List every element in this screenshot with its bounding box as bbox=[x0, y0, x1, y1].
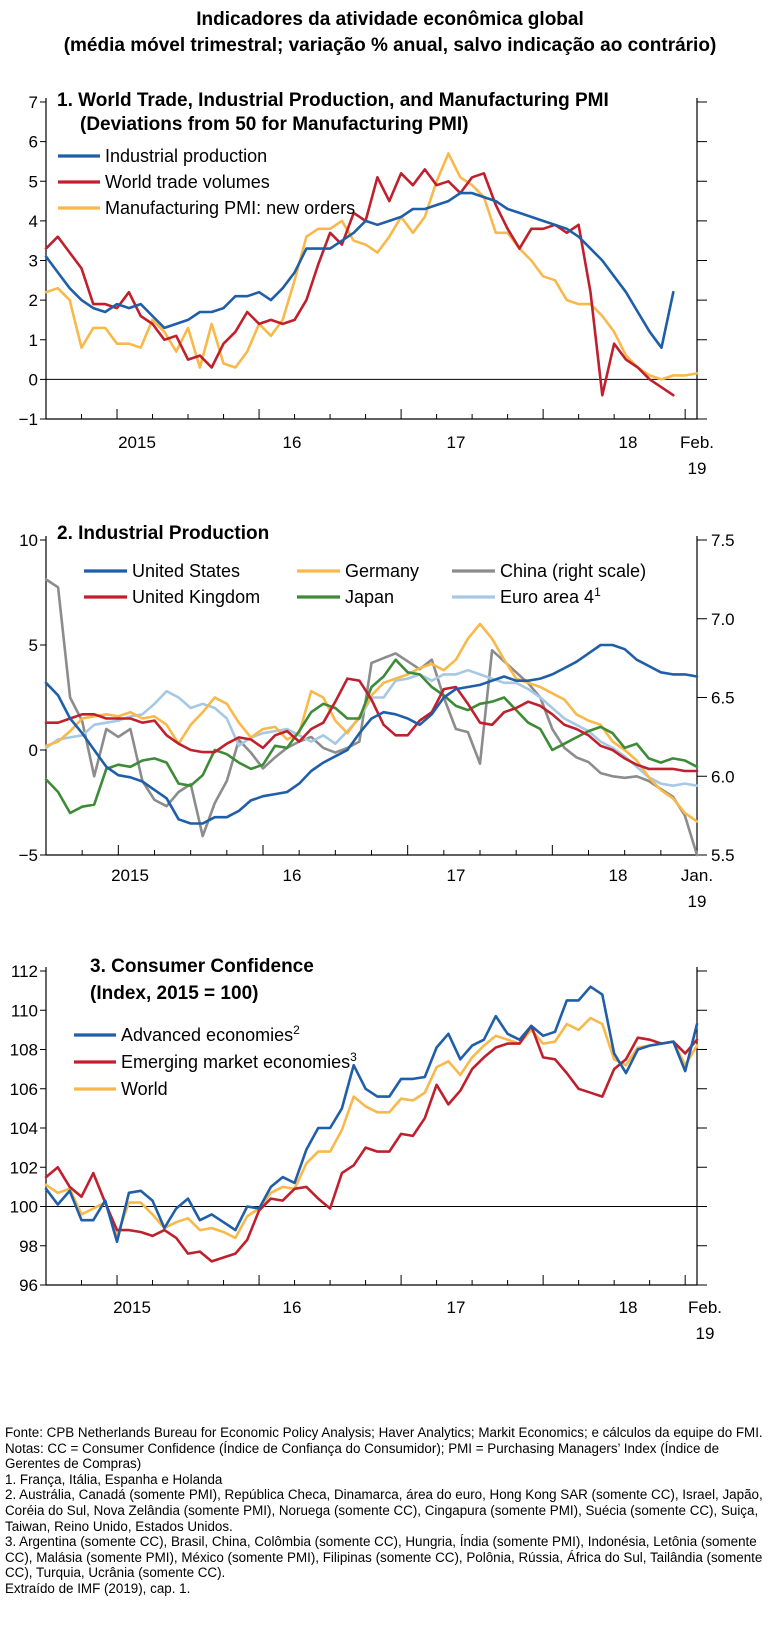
legend-label-1: United Kingdom bbox=[132, 587, 260, 607]
panel-subtitle: (Deviations from 50 for Manufacturing PM… bbox=[80, 114, 468, 135]
panel-title: 1. World Trade, Industrial Production, a… bbox=[57, 90, 609, 111]
series-line-1 bbox=[44, 677, 699, 773]
chart-industrial-production-panel: −5 0 5 10 5.5 6.0 6.5 7.0 7.5 2015 16 17 18 Jan. 19 2. … bbox=[19, 523, 735, 911]
x-tick-label: 2015 bbox=[118, 433, 156, 452]
series-line-3 bbox=[44, 658, 699, 815]
y-tick-label: 106 bbox=[10, 1080, 38, 1099]
x-tick-label: 16 bbox=[283, 866, 302, 885]
y-tick-label: 10 bbox=[19, 531, 38, 550]
extract-note: Extraído de IMF (2019), cap. 1. bbox=[5, 1580, 191, 1596]
y-tick-label: 5 bbox=[29, 172, 38, 191]
x-tick-label: Feb. 19 bbox=[680, 433, 714, 478]
y-tick-label: 6 bbox=[29, 133, 38, 152]
legend-label-1: World trade volumes bbox=[105, 172, 270, 192]
x-tick-label: 17 bbox=[447, 1298, 466, 1317]
x-tick-label: 16 bbox=[283, 1298, 302, 1317]
footnote-3: 3. Argentina (somente CC), Brasil, China… bbox=[5, 1534, 763, 1581]
x-tick-label: 17 bbox=[447, 433, 466, 452]
y-tick-label: 108 bbox=[10, 1041, 38, 1060]
panel-subtitle: (Index, 2015 = 100) bbox=[90, 983, 258, 1004]
legend-label-2: World bbox=[121, 1079, 168, 1099]
y-tick-label: 1 bbox=[29, 331, 38, 350]
y2-tick-label: 7.5 bbox=[711, 531, 735, 550]
legend-label-0: Industrial production bbox=[105, 146, 267, 166]
y-tick-label: 110 bbox=[11, 1001, 38, 1020]
footnote-2: 2. Austrália, Canadá (somente PMI), Repú… bbox=[5, 1487, 763, 1534]
y-tick-label: 0 bbox=[29, 741, 38, 760]
y-tick-label: 2 bbox=[29, 291, 38, 310]
y-tick-label: 102 bbox=[10, 1158, 38, 1177]
x-tick-label: 18 bbox=[619, 433, 638, 452]
x-tick-label: 2015 bbox=[113, 1298, 151, 1317]
x-tick-label: 17 bbox=[447, 866, 466, 885]
y2-tick-label: 6.0 bbox=[711, 767, 735, 786]
series-line-1 bbox=[44, 1024, 699, 1263]
footnote-1: 1. França, Itália, Espanha e Holanda bbox=[5, 1471, 223, 1487]
legend-label-4: China (right scale) bbox=[500, 561, 646, 581]
y-tick-label: 3 bbox=[29, 252, 38, 271]
panel-title: 2. Industrial Production bbox=[57, 523, 269, 544]
source-note: Fonte: CPB Netherlands Bureau for Econom… bbox=[5, 1425, 763, 1440]
figure-title: Indicadores da atividade econômica globa… bbox=[196, 9, 584, 30]
legend-label-5: Euro area 41 bbox=[500, 585, 601, 607]
y-tick-label: 4 bbox=[29, 212, 38, 231]
x-tick-label: Jan. 19 bbox=[681, 866, 713, 911]
y-tick-label: 0 bbox=[29, 370, 38, 389]
legend-label-2: Manufacturing PMI: new orders bbox=[105, 198, 355, 218]
x-tick-label: 18 bbox=[619, 1298, 638, 1317]
y-tick-label: −5 bbox=[19, 846, 38, 865]
y-tick-label: 98 bbox=[19, 1237, 38, 1256]
x-tick-label: 16 bbox=[283, 433, 302, 452]
legend-label-2: Germany bbox=[345, 561, 419, 581]
abbreviations-note: Notas: CC = Consumer Confidence (Índice … bbox=[5, 1440, 720, 1472]
legend-label-0: United States bbox=[132, 561, 240, 581]
legend-label-3: Japan bbox=[345, 587, 394, 607]
series-line-0 bbox=[44, 643, 699, 825]
y-tick-label: 7 bbox=[29, 93, 38, 112]
series-line-2 bbox=[44, 1016, 699, 1240]
notes-block: Fonte: CPB Netherlands Bureau for Econom… bbox=[5, 1425, 775, 1597]
x-tick-label: Feb. 19 bbox=[688, 1298, 722, 1343]
y-tick-label: −1 bbox=[19, 410, 38, 429]
chart-consumer-confidence-panel: 96 98 100 102 104 106 108 110 112 2015 16 17 18 Feb. 1… bbox=[10, 956, 722, 1343]
series-line-0 bbox=[44, 985, 699, 1244]
y-tick-label: 104 bbox=[10, 1119, 38, 1138]
x-tick-label: 18 bbox=[609, 866, 628, 885]
y2-tick-label: 5.5 bbox=[711, 846, 735, 865]
y-tick-label: 112 bbox=[11, 962, 38, 981]
series-line-4 bbox=[44, 578, 699, 857]
x-tick-label: 2015 bbox=[111, 866, 149, 885]
panel-title: 3. Consumer Confidence bbox=[90, 956, 314, 977]
figure-subtitle: (média móvel trimestral; variação % anua… bbox=[63, 35, 717, 56]
legend-label-0: Advanced economies2 bbox=[121, 1023, 300, 1045]
series-line-2 bbox=[44, 152, 699, 381]
legend-label-1: Emerging market economies3 bbox=[121, 1050, 357, 1072]
y-tick-label: 96 bbox=[19, 1276, 38, 1295]
y-tick-label: 5 bbox=[29, 636, 38, 655]
series-line-2 bbox=[44, 622, 699, 823]
y-tick-label: 100 bbox=[10, 1198, 38, 1217]
chart-world-trade-panel: −1 0 1 2 3 4 5 6 7 2015 16 17 18 Feb. 19 1. World Trade… bbox=[19, 90, 714, 478]
y2-tick-label: 7.0 bbox=[711, 610, 735, 629]
series-line-0 bbox=[44, 191, 675, 350]
y2-tick-label: 6.5 bbox=[711, 689, 735, 708]
